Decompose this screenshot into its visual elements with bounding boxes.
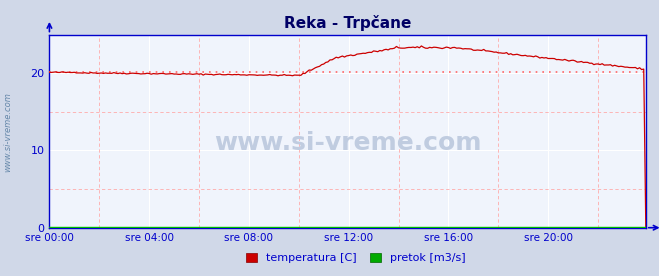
Text: www.si-vreme.com: www.si-vreme.com xyxy=(3,92,13,172)
Legend: temperatura [C], pretok [m3/s]: temperatura [C], pretok [m3/s] xyxy=(242,248,470,268)
Text: www.si-vreme.com: www.si-vreme.com xyxy=(214,131,481,155)
Title: Reka - Trpčane: Reka - Trpčane xyxy=(284,15,411,31)
